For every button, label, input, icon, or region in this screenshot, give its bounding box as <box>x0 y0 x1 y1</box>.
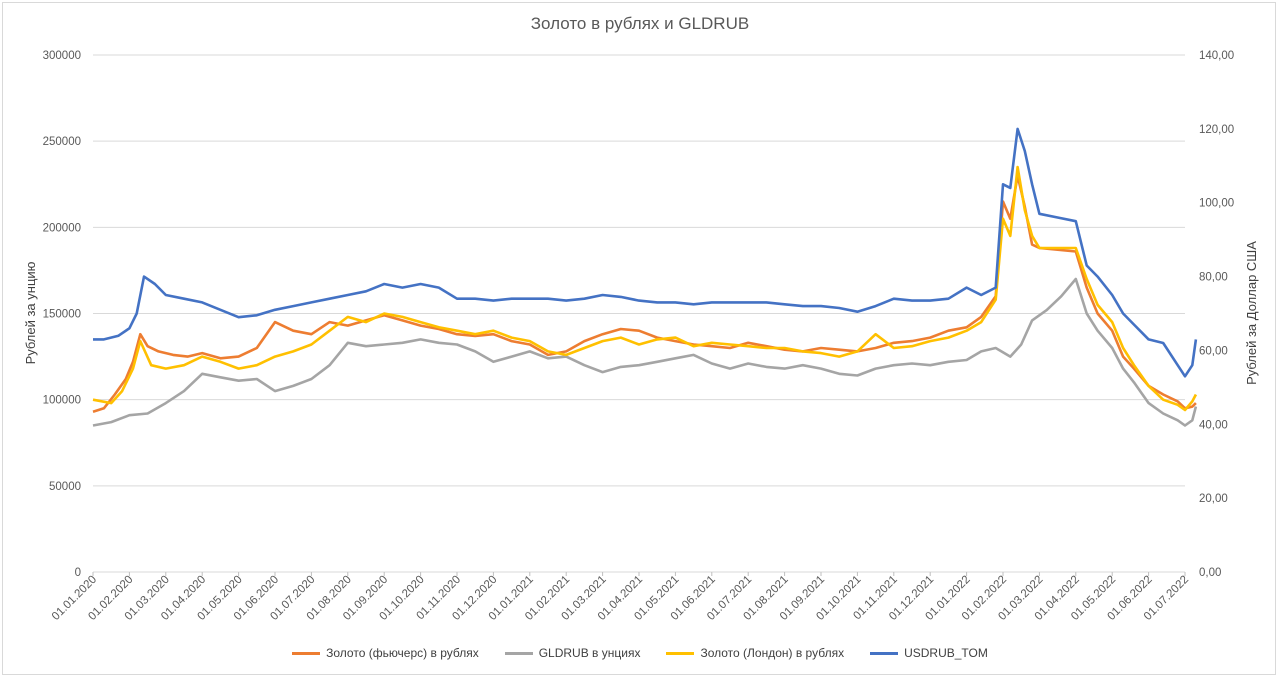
legend: Золото (фьючерс) в рублях GLDRUB в унциях… <box>0 646 1280 660</box>
right-tick-label: 0,00 <box>1199 567 1221 579</box>
left-tick-label: 200000 <box>43 222 81 234</box>
x-axis-ticks: 01.01.202001.02.202001.03.202001.04.2020… <box>50 572 1191 623</box>
left-axis-title: Рублей за унцию <box>23 261 38 364</box>
right-axis-ticks: 0,00 20,00 40,00 60,00 80,00 100,00 120,00 140,… <box>1199 50 1234 579</box>
right-tick-label: 100,00 <box>1199 198 1234 210</box>
legend-label: GLDRUB в унциях <box>538 646 641 660</box>
right-tick-label: 40,00 <box>1199 419 1228 431</box>
legend-swatch <box>504 651 533 655</box>
right-tick-label: 120,00 <box>1199 124 1234 136</box>
left-tick-label: 250000 <box>43 136 81 148</box>
right-tick-label: 80,00 <box>1199 272 1228 284</box>
right-tick-label: 140,00 <box>1199 50 1234 62</box>
series-line-2 <box>92 277 1198 427</box>
series-layer <box>92 127 1198 427</box>
left-tick-label: 300000 <box>43 50 81 62</box>
left-tick-label: 50000 <box>49 481 81 493</box>
legend-item: GLDRUB в унциях <box>504 646 641 660</box>
legend-label: USDRUB_TOM <box>904 646 988 660</box>
legend-label: Золото (фьючерс) в рублях <box>326 646 479 660</box>
legend-swatch <box>666 651 695 655</box>
legend-swatch <box>870 651 899 655</box>
right-tick-label: 20,00 <box>1199 493 1228 505</box>
left-tick-label: 150000 <box>43 309 81 321</box>
legend-item: USDRUB_TOM <box>870 646 988 660</box>
right-axis-title: Рублей за Доллар США <box>1244 241 1259 385</box>
grid-layer <box>93 54 1185 573</box>
left-tick-label: 0 <box>75 567 81 579</box>
chart-title: Золото в рублях и GLDRUB <box>530 14 750 33</box>
legend-item: Золото (Лондон) в рублях <box>666 646 844 660</box>
right-tick-label: 60,00 <box>1199 345 1228 357</box>
legend-label: Золото (Лондон) в рублях <box>700 646 845 660</box>
series-line-4 <box>93 127 1198 378</box>
legend-swatch <box>292 651 321 655</box>
left-axis-ticks: 0 50000 100000 150000 200000 250000 300000 <box>43 50 81 579</box>
series-line-1 <box>92 174 1197 413</box>
legend-item: Золото (фьючерс) в рублях <box>292 646 479 660</box>
left-tick-label: 100000 <box>43 395 81 407</box>
series-line-3 <box>92 165 1198 412</box>
